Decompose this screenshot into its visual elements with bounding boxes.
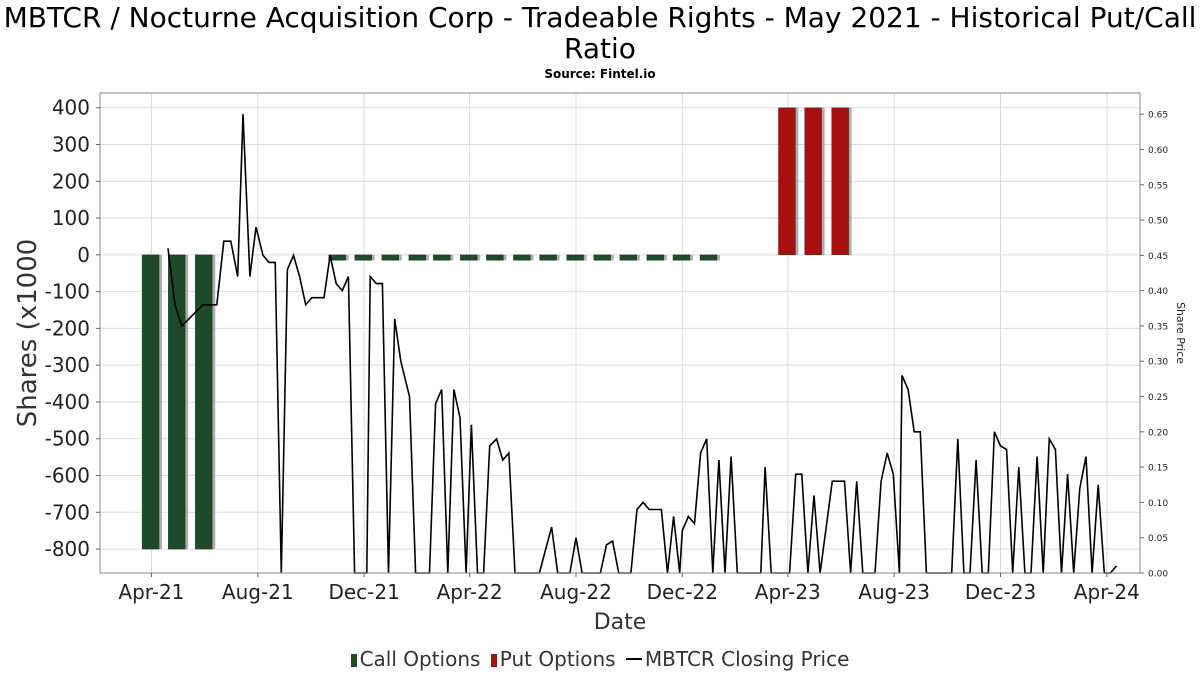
x-tick-label: Aug-23 [858, 580, 930, 604]
chart-subtitle: Source: Fintel.io [544, 67, 656, 81]
y-axis-label: Shares (x1000 [13, 239, 43, 428]
y2-tick-label: 0.15 [1148, 464, 1168, 474]
legend-swatch-price [625, 658, 642, 660]
legend-label-call: Call Options [359, 647, 481, 671]
y2-tick-label: 0.10 [1148, 499, 1168, 509]
call-bar [672, 254, 691, 261]
y-tick-label: -400 [45, 390, 90, 414]
legend-swatch-call [350, 654, 357, 667]
price-line [167, 114, 1118, 574]
x-tick-label: Apr-22 [437, 580, 503, 604]
legend: Call Options Put Options MBTCR Closing P… [0, 647, 1200, 671]
put-bar [778, 107, 796, 255]
y2-tick-label: 0.20 [1148, 428, 1168, 438]
y-tick-label: 0 [77, 243, 90, 267]
x-tick-label: Apr-21 [118, 580, 184, 604]
legend-item-price: MBTCR Closing Price [625, 647, 850, 671]
put-bar [804, 107, 822, 255]
y-tick-label: -800 [45, 537, 90, 561]
y2-tick-label: 0.40 [1148, 287, 1168, 297]
x-axis-label: Date [594, 610, 647, 635]
y2-tick-label: 0.55 [1148, 181, 1168, 191]
y2-axis-label: Share Price [1174, 302, 1187, 364]
legend-item-put: Put Options [490, 647, 616, 671]
call-bar [168, 254, 186, 550]
call-bar [354, 254, 372, 261]
call-bar [141, 254, 160, 550]
y2-tick-label: 0.00 [1148, 570, 1168, 580]
y2-tick-label: 0.50 [1148, 217, 1168, 227]
y-tick-label: -200 [45, 316, 90, 340]
call-bar [486, 254, 504, 261]
y2-tick-label: 0.60 [1148, 146, 1168, 156]
y2-tick-label: 0.30 [1148, 358, 1168, 368]
y2-tick-label: 0.05 [1148, 534, 1168, 544]
x-tick-label: Dec-23 [965, 580, 1036, 604]
call-bar [513, 254, 531, 261]
x-tick-label: Aug-22 [540, 580, 612, 604]
legend-label-price: MBTCR Closing Price [644, 647, 850, 671]
legend-label-put: Put Options [499, 647, 616, 671]
y2-tick-label: 0.35 [1148, 322, 1168, 332]
y-tick-label: -600 [45, 464, 90, 488]
call-bar [699, 254, 718, 261]
call-bar [433, 254, 451, 261]
x-tick-label: Apr-24 [1074, 580, 1140, 604]
x-tick-label: Dec-21 [328, 580, 399, 604]
call-bar [408, 254, 426, 261]
y2-tick-label: 0.65 [1148, 111, 1168, 121]
y-tick-label: 200 [52, 169, 90, 193]
chart-title: MBTCR / Nocturne Acquisition Corp - Trad… [3, 1, 1197, 65]
call-bar [619, 254, 637, 261]
call-bar [646, 254, 664, 261]
y-tick-label: -100 [45, 280, 90, 304]
call-bar [460, 254, 478, 261]
plot-frame [99, 92, 1141, 574]
y-tick-label: 100 [52, 206, 90, 230]
y2-tick-label: 0.45 [1148, 252, 1168, 262]
y-tick-label: 300 [52, 132, 90, 156]
y-tick-label: -500 [45, 427, 90, 451]
y-tick-label: -300 [45, 353, 90, 377]
y2-tick-label: 0.25 [1148, 393, 1168, 403]
y-tick-label: 400 [52, 96, 90, 120]
call-bar [328, 254, 346, 261]
call-bar [539, 254, 557, 261]
call-bar [566, 254, 584, 261]
legend-swatch-put [490, 654, 497, 667]
legend-item-call: Call Options [350, 647, 481, 671]
call-bar [195, 254, 213, 550]
x-tick-label: Aug-21 [222, 580, 294, 604]
put-bar [831, 107, 849, 255]
call-bar [593, 254, 611, 261]
x-tick-label: Apr-23 [755, 580, 821, 604]
x-tick-label: Dec-22 [647, 580, 718, 604]
call-bar [381, 254, 399, 261]
y-tick-label: -700 [45, 500, 90, 524]
